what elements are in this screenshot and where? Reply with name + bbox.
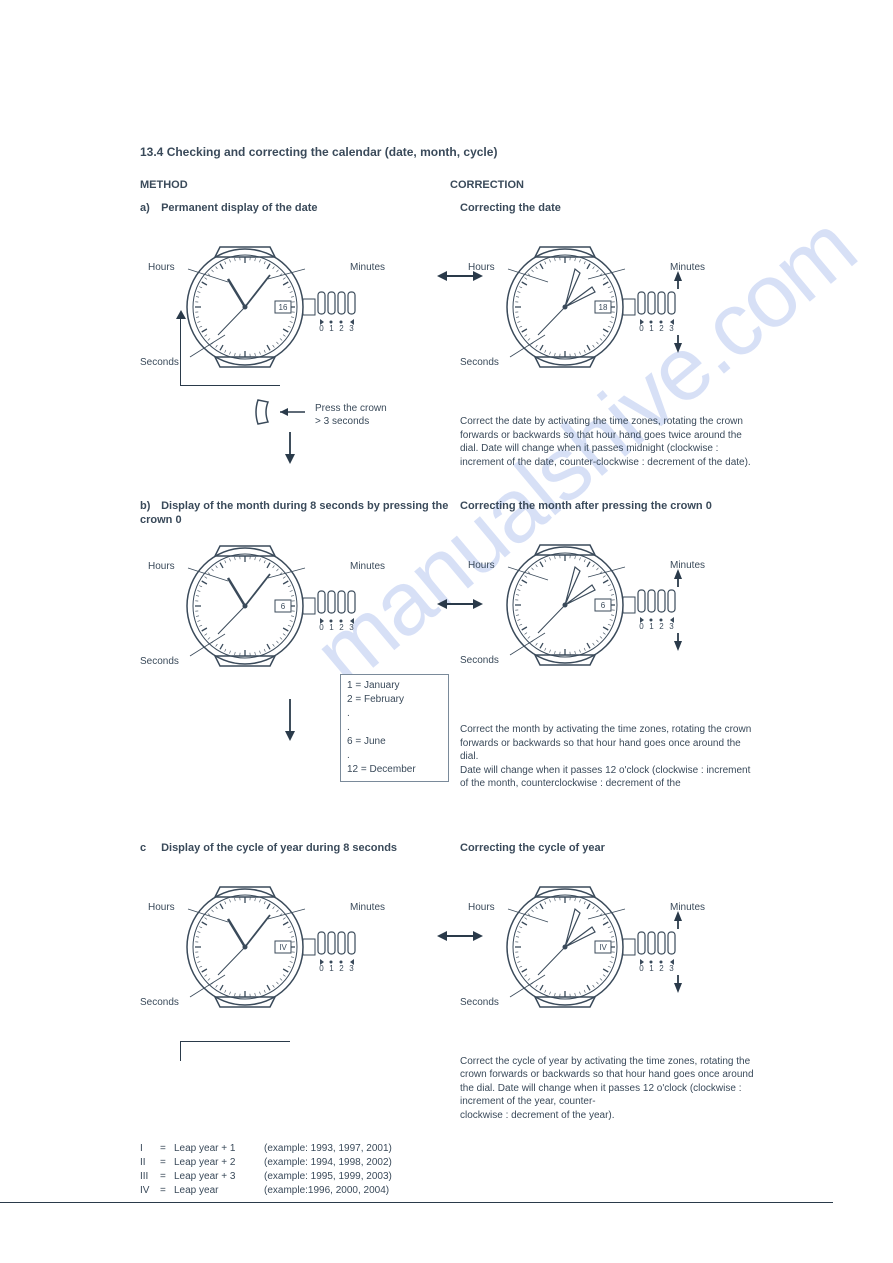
svg-text:6: 6 — [601, 601, 606, 610]
svg-text:0: 0 — [319, 964, 324, 973]
content-area: 13.4 Checking and correcting the calenda… — [140, 145, 760, 1228]
hours-label: Hours — [148, 262, 175, 273]
svg-text:1: 1 — [649, 964, 654, 973]
section-a: a) Permanent display of the date 16 0123 — [140, 201, 760, 469]
minutes-label: Minutes — [350, 561, 385, 572]
watch-icon: 6 0123 — [500, 535, 690, 695]
svg-text:0: 0 — [639, 324, 644, 333]
section-a-right-title: Correcting the date — [460, 201, 760, 229]
svg-text:3: 3 — [669, 622, 674, 631]
svg-text:1: 1 — [329, 324, 334, 333]
section-b: b) Display of the month during 8 seconds… — [140, 499, 760, 791]
svg-text:IV: IV — [599, 943, 607, 952]
seconds-label: Seconds — [460, 655, 499, 666]
svg-text:2: 2 — [659, 964, 664, 973]
svg-text:3: 3 — [349, 324, 354, 333]
watch-b-right: 6 0123 Hours Minutes Seconds — [460, 535, 760, 705]
svg-text:0: 0 — [319, 623, 324, 632]
section-b-left-title: b) Display of the month during 8 seconds… — [140, 499, 460, 528]
section-c-right-title: Correcting the cycle of year — [460, 841, 760, 869]
page-title: 13.4 Checking and correcting the calenda… — [140, 145, 760, 159]
hours-label: Hours — [468, 902, 495, 913]
footer-rule — [60, 1202, 833, 1203]
section-c-left-title: c Display of the cycle of year during 8 … — [140, 841, 460, 869]
section-a-left-title: a) Permanent display of the date — [140, 201, 460, 229]
seconds-label: Seconds — [460, 997, 499, 1008]
hours-label: Hours — [148, 561, 175, 572]
hours-label: Hours — [468, 560, 495, 571]
svg-text:16: 16 — [279, 303, 288, 312]
hours-label: Hours — [468, 262, 495, 273]
svg-text:2: 2 — [339, 964, 344, 973]
section-b-correction-text: Correct the month by activating the time… — [460, 723, 760, 791]
minutes-label: Minutes — [670, 902, 705, 913]
column-headers: METHOD CORRECTION — [140, 179, 760, 191]
svg-text:3: 3 — [349, 964, 354, 973]
table-row: I = Leap year + 1 (example: 1993, 1997, … — [140, 1142, 760, 1156]
svg-text:2: 2 — [659, 324, 664, 333]
svg-text:18: 18 — [599, 303, 608, 312]
watch-icon: 6 0123 — [180, 536, 370, 696]
table-row: IV = Leap year (example:1996, 2000, 2004… — [140, 1184, 760, 1198]
svg-text:1: 1 — [329, 964, 334, 973]
svg-text:1: 1 — [649, 324, 654, 333]
watch-icon: IV 0123 — [180, 877, 370, 1037]
minutes-label: Minutes — [350, 902, 385, 913]
svg-text:6: 6 — [281, 602, 286, 611]
minutes-label: Minutes — [350, 262, 385, 273]
footer-tick — [0, 1202, 60, 1203]
month-legend: 1 = January 2 = February . . 6 = June . … — [340, 674, 449, 782]
watch-icon: IV 0123 — [500, 877, 690, 1037]
section-c-correction-text: Correct the cycle of year by activating … — [460, 1055, 760, 1123]
crown-instruction: Press the crown > 3 seconds — [140, 397, 460, 457]
watch-icon: 18 0123 — [500, 237, 690, 397]
table-row: II = Leap year + 2 (example: 1994, 1998,… — [140, 1156, 760, 1170]
svg-text:1: 1 — [329, 623, 334, 632]
svg-text:3: 3 — [669, 324, 674, 333]
seconds-label: Seconds — [140, 997, 179, 1008]
section-c: c Display of the cycle of year during 8 … — [140, 841, 760, 1199]
manual-page: manualshive.com 13.4 Checking and correc… — [0, 0, 893, 1263]
watch-a-right: 18 0123 Hours Minutes Seconds — [460, 237, 760, 407]
svg-text:0: 0 — [319, 324, 324, 333]
section-a-correction-text: Correct the date by activating the time … — [460, 415, 760, 469]
section-b-right-title: Correcting the month after pressing the … — [460, 499, 760, 527]
watch-c-left: IV 0123 Hours Minutes Seconds — [140, 877, 460, 1047]
svg-text:0: 0 — [639, 964, 644, 973]
svg-text:0: 0 — [639, 622, 644, 631]
svg-text:2: 2 — [659, 622, 664, 631]
leap-year-table: I = Leap year + 1 (example: 1993, 1997, … — [140, 1142, 760, 1198]
seconds-label: Seconds — [140, 656, 179, 667]
svg-text:3: 3 — [349, 623, 354, 632]
svg-text:2: 2 — [339, 324, 344, 333]
method-header: METHOD — [140, 179, 450, 191]
seconds-label: Seconds — [140, 357, 179, 368]
hours-label: Hours — [148, 902, 175, 913]
correction-header: CORRECTION — [450, 179, 760, 191]
svg-text:2: 2 — [339, 623, 344, 632]
svg-text:IV: IV — [279, 943, 287, 952]
table-row: III = Leap year + 3 (example: 1995, 1999… — [140, 1170, 760, 1184]
minutes-label: Minutes — [670, 560, 705, 571]
minutes-label: Minutes — [670, 262, 705, 273]
svg-text:3: 3 — [669, 964, 674, 973]
watch-a-left: 16 0123 Hours Minutes Seconds — [140, 237, 460, 407]
svg-text:1: 1 — [649, 622, 654, 631]
seconds-label: Seconds — [460, 357, 499, 368]
watch-c-right: IV 0123 Hours Minutes Seconds — [460, 877, 760, 1047]
watch-icon: 16 0123 — [180, 237, 370, 397]
